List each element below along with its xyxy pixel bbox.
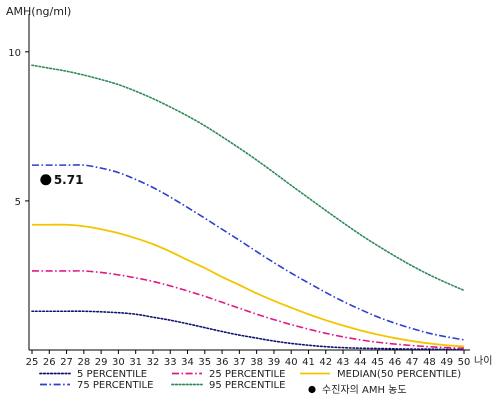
x-tick-label: 49 [440,357,453,368]
x-tick-label: 47 [406,357,419,368]
x-tick-label: 50 [458,357,471,368]
x-tick-label: 36 [216,357,229,368]
series-line-95-percentile [31,64,465,292]
x-tick-label: 39 [268,357,281,368]
axes: 5 10 25 26 27 28 29 30 31 32 33 34 35 36 37 38 39 40 41 42 4… [8,14,470,368]
series-line-25-percentile [32,270,465,350]
legend-label: 75 PERCENTILE [77,380,153,391]
x-tick-label: 38 [250,357,263,368]
x-axis-label: 나이 [474,355,492,367]
x-tick-label: 35 [198,357,211,368]
x-tick-label: 32 [147,357,160,368]
x-tick-label: 41 [302,357,315,368]
series-line-75-percentile [31,164,465,341]
x-tick-label: 45 [371,357,384,368]
x-tick-label: 29 [95,357,108,368]
series-layer [31,64,465,351]
legend-label: 25 PERCENTILE [209,369,285,380]
x-tick-label: 37 [233,357,246,368]
series-line-median-50-percentile [32,223,465,348]
legend-label: 5 PERCENTILE [77,369,147,380]
legend: 5 PERCENTILE 25 PERCENTILE MEDIAN(50 PERCE… [39,369,461,396]
x-tick-label: 42 [319,357,332,368]
series-line-5-percentile [31,310,465,351]
legend-label: 95 PERCENTILE [209,380,285,391]
legend-point-marker [308,385,316,394]
y-tick-label: 10 [8,48,21,59]
x-tick-label: 43 [337,357,350,368]
x-tick-label: 34 [181,357,194,368]
x-tick-label: 27 [60,357,73,368]
x-tick-label: 30 [112,357,125,368]
x-tick-label: 31 [129,357,142,368]
x-tick-label: 40 [285,357,298,368]
x-tick-label: 46 [389,357,402,368]
x-tick-label: 25 [26,357,39,368]
y-tick-label: 5 [15,197,21,208]
y-axis-label: AMH(ng/ml) [6,5,71,18]
legend-label: 수진자의 AMH 농도 [322,384,407,396]
legend-label: MEDIAN(50 PERCENTILE) [337,369,461,380]
points-layer: 5.71 [40,173,83,187]
patient-amh-value-label: 5.71 [54,173,84,187]
x-tick-label: 44 [354,357,367,368]
x-tick-label: 33 [164,357,177,368]
x-tick-label: 28 [77,357,90,368]
x-tick-label: 48 [423,357,436,368]
x-tick-label: 26 [43,357,56,368]
patient-amh-point [40,174,52,186]
